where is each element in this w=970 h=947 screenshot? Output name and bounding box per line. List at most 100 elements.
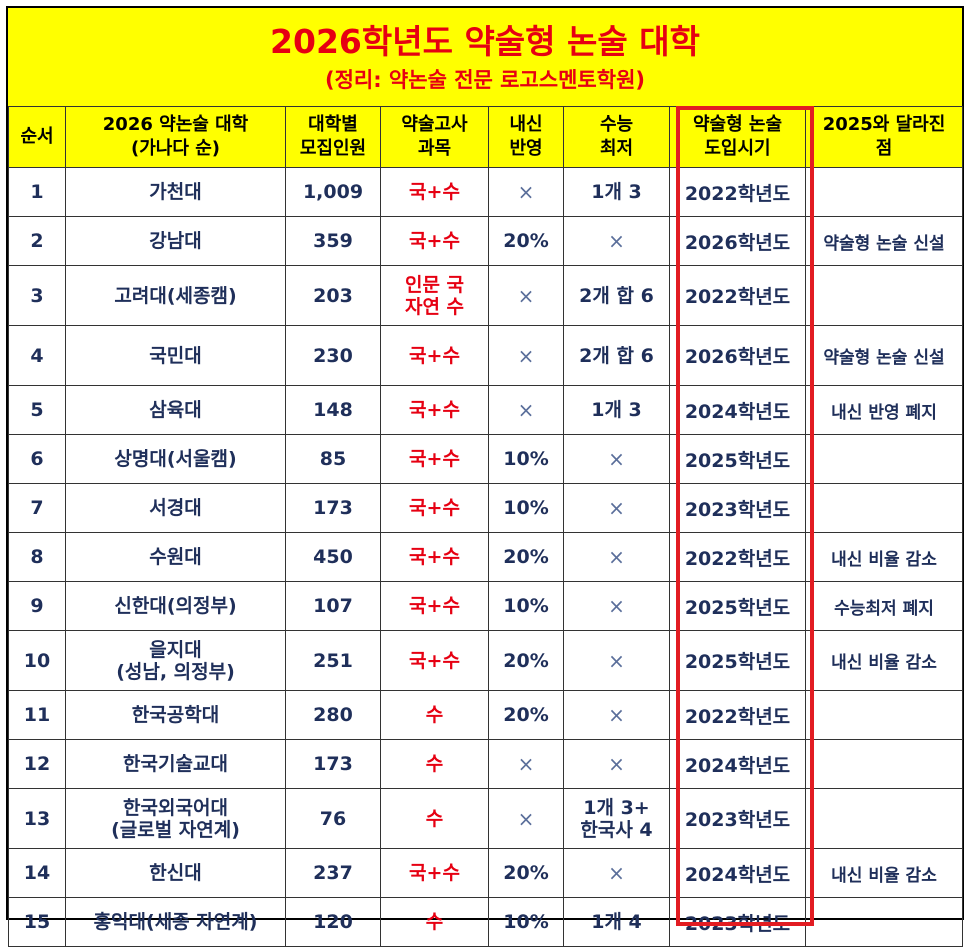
cell-university: 한국외국어대 (글로벌 자연계): [65, 788, 286, 849]
cell-csat: 1개 3: [563, 167, 670, 217]
university-table: 순서 2026 약논술 대학 (가나다 순) 대학별 모집인원 약술고사 과목 내신 반영 수능 최…: [8, 106, 963, 947]
cell-gpa: ×: [488, 325, 564, 386]
table-row: 6 상명대(서울캠) 85 국+수 10% × 2025학년도: [8, 434, 963, 484]
cell-university: 한국기술교대: [65, 739, 286, 789]
header-gpa: 내신 반영: [488, 106, 564, 168]
cell-university: 한신대: [65, 848, 286, 898]
cell-gpa: 20%: [488, 690, 564, 740]
cell-university: 홍익대(세종 자연계): [65, 897, 286, 947]
table-row: 14 한신대 237 국+수 20% × 2024학년도 내신 비율 감소: [8, 848, 963, 898]
cell-gpa: ×: [488, 788, 564, 849]
table-row: 13 한국외국어대 (글로벌 자연계) 76 수 × 1개 3+ 한국사 4 2023학년도: [8, 788, 963, 849]
cell-university: 서경대: [65, 483, 286, 533]
cell-subject: 국+수: [380, 434, 489, 484]
cell-order: 10: [8, 630, 66, 691]
cell-gpa: 20%: [488, 216, 564, 266]
cell-intro-year: 2023학년도: [669, 897, 806, 947]
cell-change: 약술형 논술 신설: [805, 216, 963, 266]
cell-change: [805, 265, 963, 326]
cell-intro-year: 2026학년도: [669, 325, 806, 386]
cell-count: 85: [285, 434, 381, 484]
cell-university: 상명대(서울캠): [65, 434, 286, 484]
cell-gpa: 10%: [488, 483, 564, 533]
header-csat: 수능 최저: [563, 106, 670, 168]
cell-gpa: ×: [488, 739, 564, 789]
cell-subject: 수: [380, 788, 489, 849]
cell-subject: 국+수: [380, 385, 489, 435]
cell-intro-year: 2024학년도: [669, 739, 806, 789]
table-row: 9 신한대(의정부) 107 국+수 10% × 2025학년도 수능최저 폐지: [8, 581, 963, 631]
cell-university: 한국공학대: [65, 690, 286, 740]
page-title: 2026학년도 약술형 논술 대학: [270, 22, 700, 61]
cell-change: [805, 897, 963, 947]
cell-subject: 인문 국 자연 수: [380, 265, 489, 326]
header-count: 대학별 모집인원: [285, 106, 381, 168]
cell-intro-year: 2025학년도: [669, 581, 806, 631]
cell-subject: 수: [380, 690, 489, 740]
cell-university: 가천대: [65, 167, 286, 217]
header-intro-year: 약술형 논술 도입시기: [669, 106, 806, 168]
cell-change: [805, 788, 963, 849]
cell-change: 내신 비율 감소: [805, 532, 963, 582]
cell-subject: 수: [380, 739, 489, 789]
cell-subject: 국+수: [380, 532, 489, 582]
header-university: 2026 약논술 대학 (가나다 순): [65, 106, 286, 168]
cell-university: 고려대(세종캠): [65, 265, 286, 326]
cell-change: 내신 반영 폐지: [805, 385, 963, 435]
cell-count: 1,009: [285, 167, 381, 217]
cell-count: 173: [285, 483, 381, 533]
cell-change: [805, 739, 963, 789]
cell-order: 8: [8, 532, 66, 582]
cell-csat: ×: [563, 532, 670, 582]
cell-intro-year: 2023학년도: [669, 483, 806, 533]
table-row: 12 한국기술교대 173 수 × × 2024학년도: [8, 739, 963, 789]
cell-change: [805, 690, 963, 740]
cell-intro-year: 2024학년도: [669, 385, 806, 435]
cell-csat: ×: [563, 434, 670, 484]
cell-count: 76: [285, 788, 381, 849]
cell-count: 203: [285, 265, 381, 326]
cell-count: 359: [285, 216, 381, 266]
cell-gpa: 20%: [488, 630, 564, 691]
cell-csat: 1개 3: [563, 385, 670, 435]
cell-gpa: 10%: [488, 581, 564, 631]
table-row: 3 고려대(세종캠) 203 인문 국 자연 수 × 2개 합 6 2022학년도: [8, 265, 963, 326]
cell-gpa: 10%: [488, 897, 564, 947]
page-subtitle: (정리: 약논술 전문 로고스멘토학원): [324, 68, 645, 92]
cell-gpa: ×: [488, 265, 564, 326]
table-row: 8 수원대 450 국+수 20% × 2022학년도 내신 비율 감소: [8, 532, 963, 582]
cell-csat: ×: [563, 216, 670, 266]
cell-intro-year: 2022학년도: [669, 167, 806, 217]
cell-order: 6: [8, 434, 66, 484]
cell-order: 5: [8, 385, 66, 435]
cell-csat: 2개 합 6: [563, 325, 670, 386]
cell-order: 4: [8, 325, 66, 386]
cell-university: 신한대(의정부): [65, 581, 286, 631]
cell-gpa: ×: [488, 167, 564, 217]
cell-csat: ×: [563, 690, 670, 740]
cell-order: 15: [8, 897, 66, 947]
cell-count: 120: [285, 897, 381, 947]
cell-change: [805, 434, 963, 484]
cell-csat: 1개 4: [563, 897, 670, 947]
cell-university: 을지대 (성남, 의정부): [65, 630, 286, 691]
cell-intro-year: 2023학년도: [669, 788, 806, 849]
cell-csat: ×: [563, 630, 670, 691]
cell-order: 14: [8, 848, 66, 898]
cell-order: 7: [8, 483, 66, 533]
table-row: 2 강남대 359 국+수 20% × 2026학년도 약술형 논술 신설: [8, 216, 963, 266]
cell-order: 3: [8, 265, 66, 326]
cell-gpa: 20%: [488, 848, 564, 898]
cell-count: 450: [285, 532, 381, 582]
cell-count: 230: [285, 325, 381, 386]
cell-intro-year: 2025학년도: [669, 434, 806, 484]
cell-change: [805, 483, 963, 533]
cell-csat: ×: [563, 581, 670, 631]
cell-gpa: ×: [488, 385, 564, 435]
cell-csat: 1개 3+ 한국사 4: [563, 788, 670, 849]
cell-university: 강남대: [65, 216, 286, 266]
cell-count: 107: [285, 581, 381, 631]
cell-gpa: 20%: [488, 532, 564, 582]
header-subject: 약술고사 과목: [380, 106, 489, 168]
cell-order: 2: [8, 216, 66, 266]
